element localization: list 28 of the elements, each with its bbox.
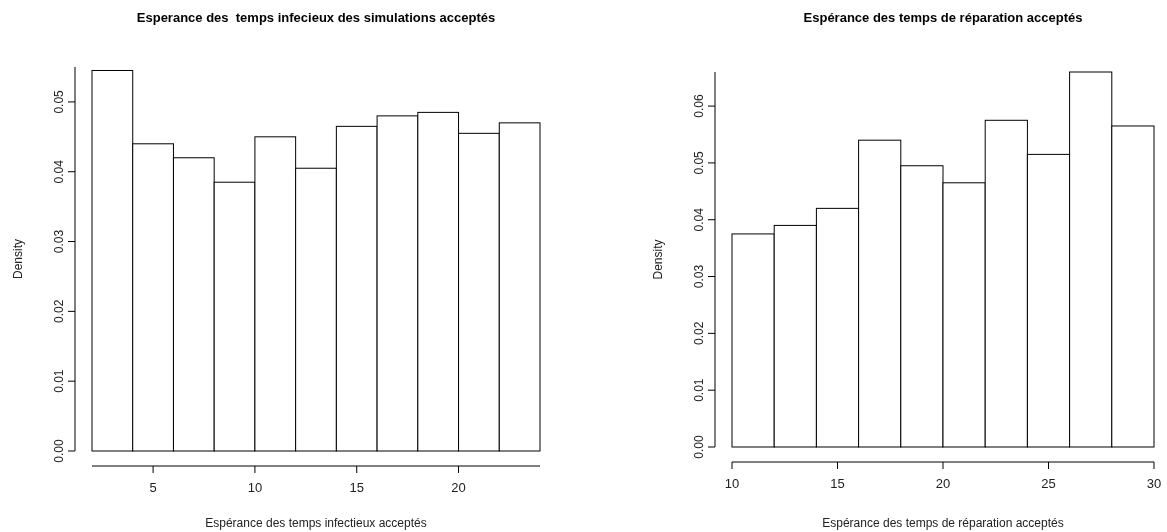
- y-tick-label: 0.00: [52, 439, 66, 463]
- x-tick-label: 5: [149, 480, 157, 495]
- x-tick-label: 30: [1146, 476, 1162, 491]
- x-tick-label: 15: [830, 476, 845, 491]
- y-tick-label: 0.01: [692, 378, 706, 402]
- x-tick-label: 10: [247, 480, 263, 495]
- x-tick-label: 20: [935, 476, 951, 491]
- y-tick-label: 0.05: [52, 89, 66, 114]
- y-tick-label: 0.03: [52, 229, 66, 254]
- y-tick-label: 0.03: [692, 264, 706, 289]
- chart-title: Esperance des temps infecieux des simulations acceptés: [136, 10, 496, 25]
- y-axis-title: Density: [11, 238, 25, 280]
- y-tick-label: 0.04: [692, 207, 706, 232]
- y-tick-label: 0.04: [52, 159, 66, 184]
- x-tick-label: 25: [1041, 476, 1056, 491]
- x-tick-label: 15: [349, 480, 364, 495]
- x-tick-label: 20: [451, 480, 466, 495]
- y-tick-label: 0.05: [692, 150, 706, 175]
- y-axis-title: Density: [651, 239, 665, 280]
- y-tick-label: 0.02: [692, 321, 706, 346]
- y-tick-label: 0.01: [52, 369, 66, 393]
- chart-title: Espérance des temps de réparation acceptés: [803, 10, 1083, 25]
- y-tick-label: 0.06: [692, 94, 706, 118]
- x-axis-title: Espérance des temps infectieux acceptés: [205, 516, 427, 530]
- x-tick-label: 10: [724, 476, 740, 491]
- x-axis-title: Espérance des temps de réparation acceptés: [822, 516, 1064, 530]
- y-tick-label: 0.00: [692, 435, 706, 459]
- y-tick-label: 0.02: [52, 299, 66, 324]
